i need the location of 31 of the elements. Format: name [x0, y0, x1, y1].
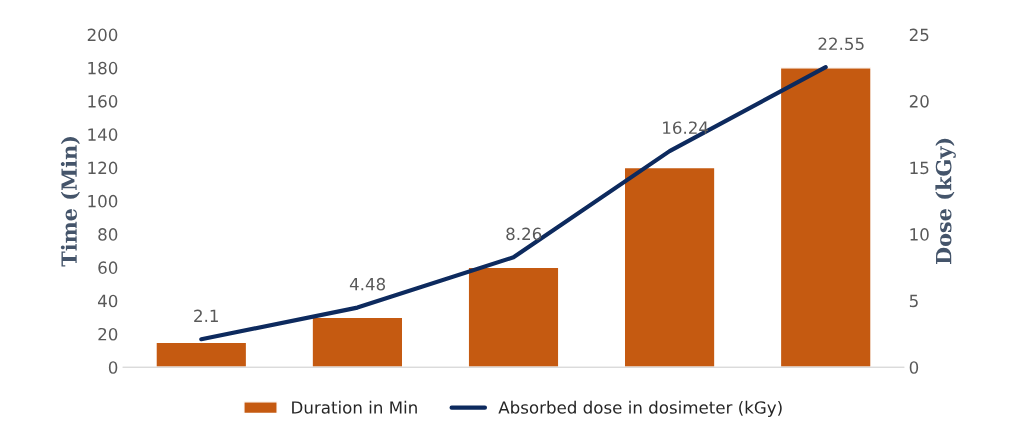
bar — [623, 166, 716, 368]
y-tick-label: 140 — [88, 128, 118, 141]
y2-tick-label: 0 — [909, 361, 919, 374]
data-label: 16.24 — [663, 121, 709, 134]
legend-label: Absorbed dose in dosimeter (kGy) — [498, 400, 782, 417]
y2-tick-label: 20 — [909, 95, 929, 108]
y-tick-label: 60 — [98, 261, 118, 274]
y2-tick-label: 25 — [909, 28, 929, 42]
y-tick-label: 80 — [98, 228, 118, 241]
data-label: 4.48 — [349, 277, 386, 291]
y-axis-title: Time (Min) — [60, 136, 80, 267]
bar — [155, 341, 248, 368]
data-label: 2.1 — [194, 309, 218, 322]
y-tick-label: 200 — [87, 28, 118, 42]
y-tick-label: 100 — [88, 194, 118, 208]
y2-tick-label: 15 — [910, 161, 929, 175]
y2-tick-label: 10 — [910, 228, 929, 241]
data-label: 8.26 — [506, 227, 542, 241]
y-tick-label: 120 — [88, 161, 118, 175]
y-tick-label: 160 — [88, 95, 118, 108]
y-tick-label: 0 — [108, 361, 118, 374]
bar — [311, 316, 404, 368]
y2-tick-label: 5 — [909, 294, 918, 308]
data-label: 22.55 — [818, 37, 864, 51]
y-tick-label: 180 — [88, 61, 118, 75]
bar — [779, 67, 872, 368]
y2-axis-title: Dose (kGy) — [935, 138, 956, 265]
legend-label: Duration in Min — [292, 400, 417, 414]
y-tick-label: 40 — [97, 294, 118, 308]
bar — [467, 266, 560, 368]
y-tick-label: 20 — [98, 327, 118, 341]
